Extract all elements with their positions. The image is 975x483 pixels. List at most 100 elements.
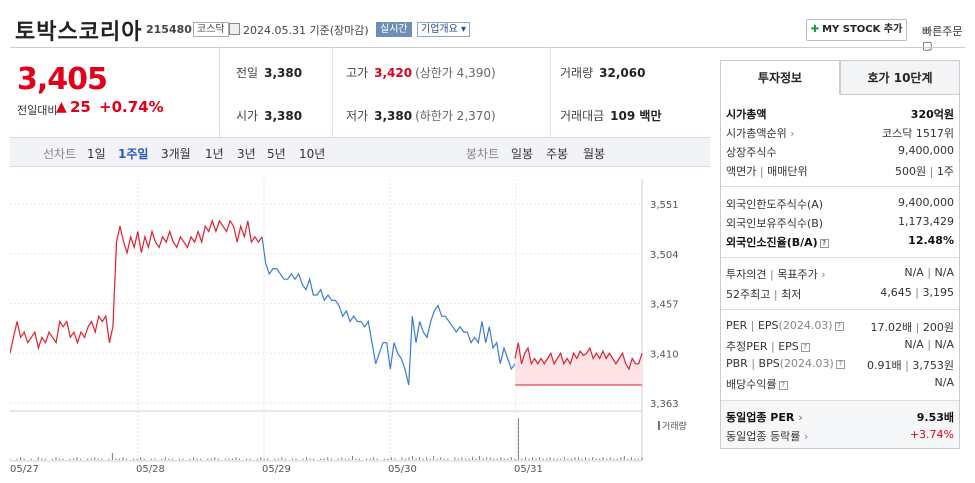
- per-label: PER: [726, 319, 748, 332]
- per-eps-value: 17.02배 | 200원: [871, 319, 954, 335]
- candle-weekly[interactable]: 주봉: [546, 147, 569, 161]
- candle-chart-label: 봉차트: [466, 147, 500, 161]
- separator: |: [927, 266, 932, 279]
- prev-close: 전일 3,380: [236, 64, 302, 81]
- realtime-badge[interactable]: 실시간: [376, 22, 412, 37]
- sector-per-value: 9.53배: [916, 411, 954, 424]
- separator: |: [769, 268, 774, 281]
- est-per-eps-value: N/A | N/A: [904, 338, 954, 351]
- market-cap-rank[interactable]: 시가총액순위 ›: [726, 125, 795, 141]
- par-value: 500원: [895, 165, 927, 178]
- sector-rate-label: 동일업종 등락률: [726, 430, 801, 443]
- low-price: 저가 3,380 (하한가 2,370): [346, 107, 496, 124]
- pbr-bps-value: 0.91배 | 3,753원: [867, 357, 954, 373]
- sector-per[interactable]: 동일업종 PER ›: [726, 409, 803, 425]
- period-1w[interactable]: 1주일: [118, 147, 149, 161]
- sector-per-label: 동일업종 PER: [726, 411, 795, 424]
- trade-value-value: 109 백만: [610, 109, 662, 123]
- week52-low-label: 최저: [781, 288, 802, 301]
- eps-value: 200원: [922, 321, 954, 334]
- stock-code: 215480: [146, 23, 192, 36]
- bps-label: BPS: [758, 357, 780, 370]
- help-icon[interactable]: ?: [778, 381, 788, 390]
- info-row: 상장주식수 9,400,000: [726, 144, 954, 160]
- expand-icon: ▢: [922, 39, 933, 52]
- foreign-ratio: 외국인소진율(B/A)?: [726, 234, 829, 250]
- panel-tabs: 투자정보 호가 10단계: [720, 60, 960, 95]
- sector-rate-value: +3.74%: [909, 428, 954, 441]
- target-label: 목표주가: [777, 268, 818, 281]
- help-icon[interactable]: ?: [835, 360, 845, 369]
- period-3y[interactable]: 3년: [237, 147, 256, 161]
- chevron-down-icon: ▾: [461, 24, 467, 35]
- target-value: N/A: [934, 266, 954, 279]
- stock-name: 토박스코리아: [15, 20, 143, 45]
- panel-divider: [721, 309, 959, 310]
- quote-summary: 전일 3,380 고가 3,420 (상한가 4,390) 거래량 32,060 시가 3…: [220, 47, 710, 137]
- market-cap-label: 시가총액: [726, 108, 767, 121]
- open-price: 시가 3,380: [236, 107, 302, 124]
- bps-value: 3,753원: [912, 359, 954, 372]
- period-10y[interactable]: 10년: [299, 147, 326, 161]
- chevron-right-icon: ›: [821, 268, 826, 281]
- period-5y[interactable]: 5년: [267, 147, 286, 161]
- y-tick-label: 3,504: [650, 250, 679, 261]
- plus-icon: ✚: [810, 24, 820, 35]
- separator: |: [915, 286, 919, 299]
- line-chart-label: 선차트: [43, 147, 77, 161]
- period-1d[interactable]: 1일: [87, 147, 106, 161]
- trade-value: 거래대금 109 백만: [560, 107, 661, 124]
- low-label: 저가: [346, 109, 369, 123]
- opinion-target-value: N/A | N/A: [904, 266, 954, 279]
- help-icon[interactable]: ?: [800, 343, 810, 352]
- info-row: 시가총액순위 › 코스닥 1517위: [726, 125, 954, 141]
- separator: |: [751, 357, 756, 370]
- change-value: 25: [70, 98, 91, 116]
- pbr-value: 0.91배: [867, 359, 902, 372]
- candle-daily[interactable]: 일봉: [511, 147, 534, 161]
- chart-svg: 3,551 3,504 3,457 3,410 3,363 거래량 05/27 05/28 05…: [10, 179, 687, 475]
- price-series-line: [514, 342, 643, 371]
- separator: |: [770, 340, 775, 353]
- info-row: 추정PER | EPS? N/A | N/A: [726, 338, 954, 354]
- period-3m[interactable]: 3개월: [161, 147, 191, 161]
- foreign-hold-label: 외국인보유주식수(B): [726, 217, 824, 230]
- x-tick-label: 05/29: [262, 464, 291, 475]
- separator: |: [905, 359, 909, 372]
- par-unit: 액면가 | 매매단위: [726, 163, 808, 179]
- foreign-hold-value: 1,173,429: [898, 215, 954, 228]
- price-chart[interactable]: 3,551 3,504 3,457 3,410 3,363 거래량 05/27 05/28 05…: [10, 167, 710, 483]
- tab-orderbook[interactable]: 호가 10단계: [840, 60, 960, 95]
- tab-invest-info[interactable]: 투자정보: [720, 60, 840, 95]
- rank-label: 시가총액순위: [726, 127, 787, 140]
- add-mystock-button[interactable]: ✚ MY STOCK 추가: [806, 19, 907, 41]
- volume-label: 거래량: [560, 66, 594, 80]
- quick-order-button[interactable]: 빠른주문 ▢: [922, 23, 975, 52]
- x-tick-label: 05/31: [514, 464, 543, 475]
- dividend: 배당수익률?: [726, 376, 788, 392]
- y-tick-label: 3,551: [650, 200, 679, 211]
- period-1y[interactable]: 1년: [205, 147, 224, 161]
- add-mystock-label: MY STOCK 추가: [822, 24, 903, 35]
- candle-monthly[interactable]: 월봉: [583, 147, 606, 161]
- help-icon[interactable]: ?: [834, 322, 844, 331]
- up-arrow-icon: ▲: [56, 99, 67, 115]
- panel-divider: [721, 186, 959, 187]
- help-icon[interactable]: ?: [819, 239, 829, 248]
- investment-panel: [720, 60, 960, 449]
- opinion-target[interactable]: 투자의견 | 목표주가 ›: [726, 266, 826, 282]
- company-overview-button[interactable]: 기업개요 ▾: [417, 22, 471, 37]
- prev-close-label: 전일: [236, 66, 259, 80]
- per-date: (2024.03): [778, 319, 833, 332]
- header-divider: [10, 47, 965, 48]
- info-row: PER | EPS(2024.03)? 17.02배 | 200원: [726, 319, 954, 335]
- price-series-line: [10, 219, 263, 354]
- sector-rate[interactable]: 동일업종 등락률 ›: [726, 428, 808, 444]
- week52-value: 4,645 | 3,195: [880, 286, 954, 299]
- info-row: 동일업종 등락률 › +3.74%: [726, 428, 954, 444]
- separator: |: [759, 165, 764, 178]
- eps-label: EPS: [757, 319, 779, 332]
- quick-order-label: 빠른주문: [922, 25, 963, 38]
- est-per-eps: 추정PER | EPS?: [726, 338, 810, 354]
- foreign-limit-value: 9,400,000: [898, 196, 954, 209]
